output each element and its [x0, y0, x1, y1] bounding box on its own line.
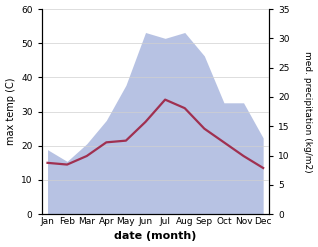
X-axis label: date (month): date (month): [114, 231, 197, 242]
Y-axis label: max temp (C): max temp (C): [5, 78, 16, 145]
Y-axis label: med. precipitation (kg/m2): med. precipitation (kg/m2): [303, 51, 313, 172]
